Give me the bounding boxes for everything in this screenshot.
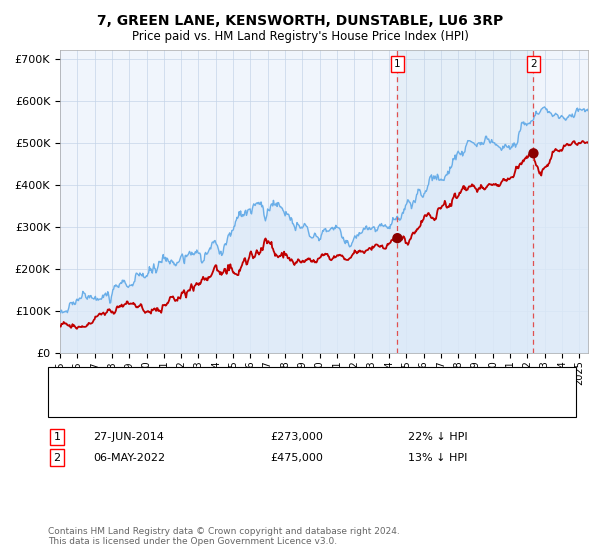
- Bar: [397, 50, 533, 353]
- Text: £273,000: £273,000: [270, 432, 323, 442]
- Text: ——: ——: [66, 380, 91, 393]
- Text: 2: 2: [530, 59, 537, 69]
- Text: 1: 1: [53, 432, 61, 442]
- Text: ——: ——: [66, 395, 91, 408]
- Point: [392, 234, 402, 242]
- Text: 27-JUN-2014: 27-JUN-2014: [93, 432, 164, 442]
- Text: 7, GREEN LANE, KENSWORTH, DUNSTABLE, LU6 3RP (detached house): 7, GREEN LANE, KENSWORTH, DUNSTABLE, LU6…: [96, 381, 461, 391]
- Text: Price paid vs. HM Land Registry's House Price Index (HPI): Price paid vs. HM Land Registry's House …: [131, 30, 469, 43]
- Text: 13% ↓ HPI: 13% ↓ HPI: [408, 452, 467, 463]
- Text: 22% ↓ HPI: 22% ↓ HPI: [408, 432, 467, 442]
- Text: 7, GREEN LANE, KENSWORTH, DUNSTABLE, LU6 3RP: 7, GREEN LANE, KENSWORTH, DUNSTABLE, LU6…: [97, 14, 503, 28]
- Text: HPI: Average price, detached house, Central Bedfordshire: HPI: Average price, detached house, Cent…: [96, 396, 397, 407]
- Text: 1: 1: [394, 59, 401, 69]
- Text: 2: 2: [53, 452, 61, 463]
- Text: £475,000: £475,000: [270, 452, 323, 463]
- Text: Contains HM Land Registry data © Crown copyright and database right 2024.
This d: Contains HM Land Registry data © Crown c…: [48, 526, 400, 546]
- Text: 06-MAY-2022: 06-MAY-2022: [93, 452, 165, 463]
- Point: [529, 149, 538, 158]
